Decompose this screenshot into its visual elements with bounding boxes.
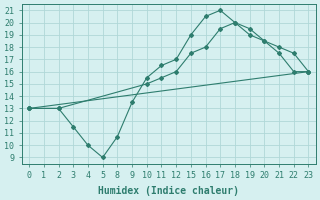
X-axis label: Humidex (Indice chaleur): Humidex (Indice chaleur) — [98, 186, 239, 196]
